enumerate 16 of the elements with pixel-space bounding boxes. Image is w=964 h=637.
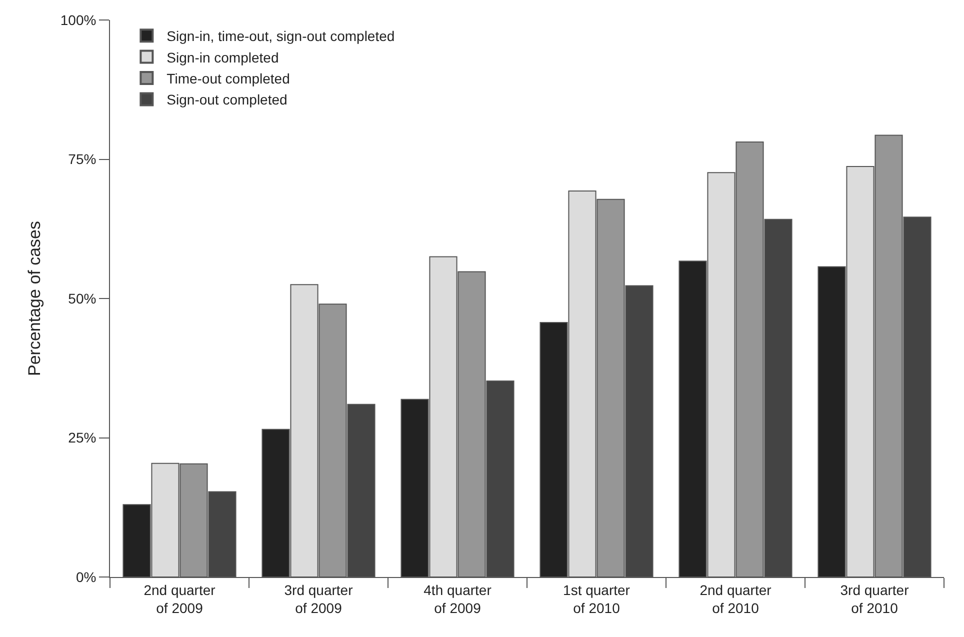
y-tick-label: 0% [76,568,96,585]
x-tick-label: 4th quarter of 2009 [424,582,492,616]
x-tick-label: 2nd quarter of 2009 [144,582,216,616]
legend-label: Sign-in, time-out, sign-out completed [166,28,395,44]
x-tick-label: 1st quarter of 2010 [563,582,630,616]
y-tick-label: 75% [68,151,96,168]
legend-label: Sign-in completed [166,49,279,66]
y-tick-label: 100% [60,12,96,28]
y-tick-label: 50% [68,290,96,306]
x-tick-label: 3rd quarter of 2010 [840,582,910,616]
y-axis-title: Percentage of cases [24,221,44,376]
x-tick-label: 2nd quarter of 2010 [700,582,772,616]
x-tick-label: 3rd quarter of 2009 [284,582,354,616]
y-tick-label: 25% [68,430,96,446]
legend-label: Time-out completed [166,70,290,86]
legend-label: Sign-out completed [166,92,288,108]
